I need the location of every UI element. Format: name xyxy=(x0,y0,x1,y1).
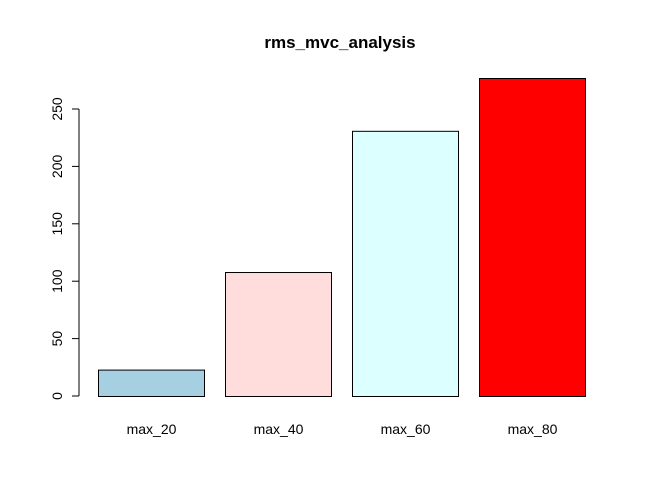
bars xyxy=(98,78,586,398)
x-tick-label: max_60 xyxy=(381,421,431,437)
y-tick-label: 150 xyxy=(49,212,65,236)
bar-max_80 xyxy=(479,78,586,397)
y-tick-label: 100 xyxy=(49,269,65,293)
bar-max_20 xyxy=(98,369,205,398)
y-axis: 0 50 100 150 200 250 xyxy=(49,97,80,400)
x-axis-labels: max_20 max_40 max_60 max_80 xyxy=(127,421,558,437)
bar-max_40 xyxy=(225,272,332,397)
chart-title: rms_mvc_analysis xyxy=(264,33,415,52)
x-tick-label: max_80 xyxy=(508,421,558,437)
x-tick-label: max_20 xyxy=(127,421,177,437)
x-tick-label: max_40 xyxy=(254,421,304,437)
y-tick-label: 200 xyxy=(49,155,65,179)
y-tick-label: 0 xyxy=(49,392,65,400)
y-tick-label: 50 xyxy=(49,331,65,347)
y-tick-label: 250 xyxy=(49,97,65,121)
bar-max_60 xyxy=(352,130,459,398)
